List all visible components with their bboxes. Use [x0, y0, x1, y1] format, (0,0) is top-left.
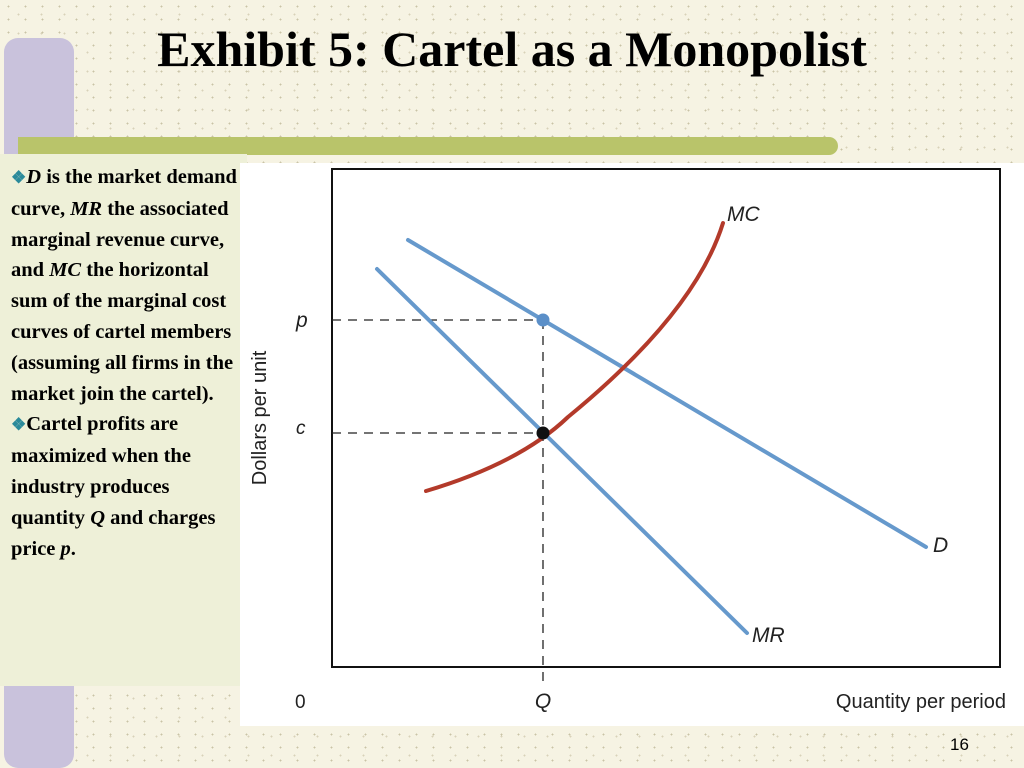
slide-title: Exhibit 5: Cartel as a Monopolist: [157, 21, 867, 77]
bullet-1-mr: MR: [70, 197, 103, 220]
bullet-2: ❖Cartel profits are maximized when the i…: [11, 409, 243, 564]
bullet-1-mc: MC: [49, 259, 82, 282]
mc-curve-label: MC: [727, 203, 760, 226]
bullet-1: ❖D is the market demand curve, MR the as…: [11, 162, 243, 409]
d-curve-label: D: [933, 534, 948, 557]
y-axis-title: Dollars per unit: [249, 350, 271, 485]
bullet-2-text-a: Cartel profits are maximized when the in…: [11, 413, 191, 529]
bullet-1-text-c: the horizontal sum of the marginal cost …: [11, 259, 234, 405]
price-axis-label: p: [295, 309, 308, 332]
mr-curve-label: MR: [752, 624, 785, 647]
cost-axis-label: c: [296, 418, 306, 439]
explanation-panel: ❖D is the market demand curve, MR the as…: [0, 154, 247, 686]
bullet-1-text-b: the associated marginal revenue curve, a…: [11, 197, 229, 282]
bullet-1-d: D: [26, 166, 42, 188]
bullet-diamond-icon: ❖: [11, 415, 27, 435]
bullet-2-text-b: and charges price: [11, 506, 216, 560]
price-point: [536, 313, 550, 327]
bullet-2-text-c: .: [70, 537, 76, 560]
bullet-2-p: p: [60, 537, 71, 560]
bullet-1-text-a: is the market demand curve,: [11, 166, 237, 220]
cartel-diagram-svg: MC D MR p c 0 Q Dollars per unit Quantit…: [249, 168, 1006, 713]
cartel-diagram: MC D MR p c 0 Q Dollars per unit Quantit…: [240, 163, 1024, 726]
demand-curve: [406, 238, 928, 549]
page-number: 16: [950, 735, 969, 754]
marginal-revenue-curve: [375, 267, 749, 635]
x-axis-title: Quantity per period: [836, 691, 1006, 713]
title-underline-bar: [18, 137, 838, 155]
mr-mc-intersection-point: [536, 426, 550, 440]
origin-label: 0: [295, 692, 306, 713]
quantity-axis-label: Q: [535, 690, 551, 713]
bullet-diamond-icon: ❖: [11, 168, 27, 187]
plot-frame: [331, 168, 1001, 668]
bullet-2-q: Q: [90, 506, 105, 529]
marginal-cost-curve: [424, 221, 725, 493]
